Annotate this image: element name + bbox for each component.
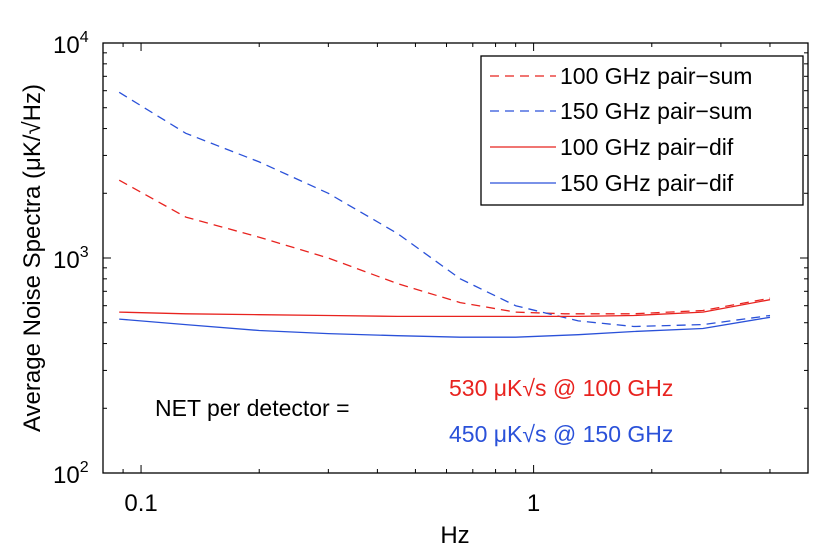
- legend-box: [480, 55, 804, 206]
- x-axis-label: Hz: [440, 522, 469, 549]
- net-label: NET per detector =: [155, 395, 350, 421]
- net-100ghz: 530 μK√s @ 100 GHz: [449, 375, 673, 401]
- y-axis-label: Average Noise Spectra (μK/√Hz): [19, 84, 46, 432]
- y-tick-label: 103: [53, 244, 89, 274]
- legend: 100 GHz pair−sum 150 GHz pair−sum 100 GH…: [480, 55, 804, 206]
- series-line-0: [118, 179, 771, 315]
- x-tick-label: 1: [527, 490, 540, 517]
- series-line-2: [119, 299, 771, 318]
- legend-label-150-sum: 150 GHz pair−sum: [560, 98, 752, 124]
- series-line-1: [118, 91, 771, 328]
- x-tick-label: 0.1: [124, 490, 157, 517]
- series-line-3: [119, 316, 771, 338]
- legend-label-150-dif: 150 GHz pair−dif: [560, 170, 734, 196]
- series-lines: [118, 91, 771, 338]
- legend-label-100-sum: 100 GHz pair−sum: [560, 63, 752, 89]
- net-150ghz: 450 μK√s @ 150 GHz: [449, 421, 673, 447]
- axis-ticks: 0.1 1 102 103 104: [53, 29, 809, 517]
- y-tick-label: 104: [53, 29, 89, 59]
- legend-label-100-dif: 100 GHz pair−dif: [560, 134, 734, 160]
- y-tick-label: 102: [53, 459, 89, 489]
